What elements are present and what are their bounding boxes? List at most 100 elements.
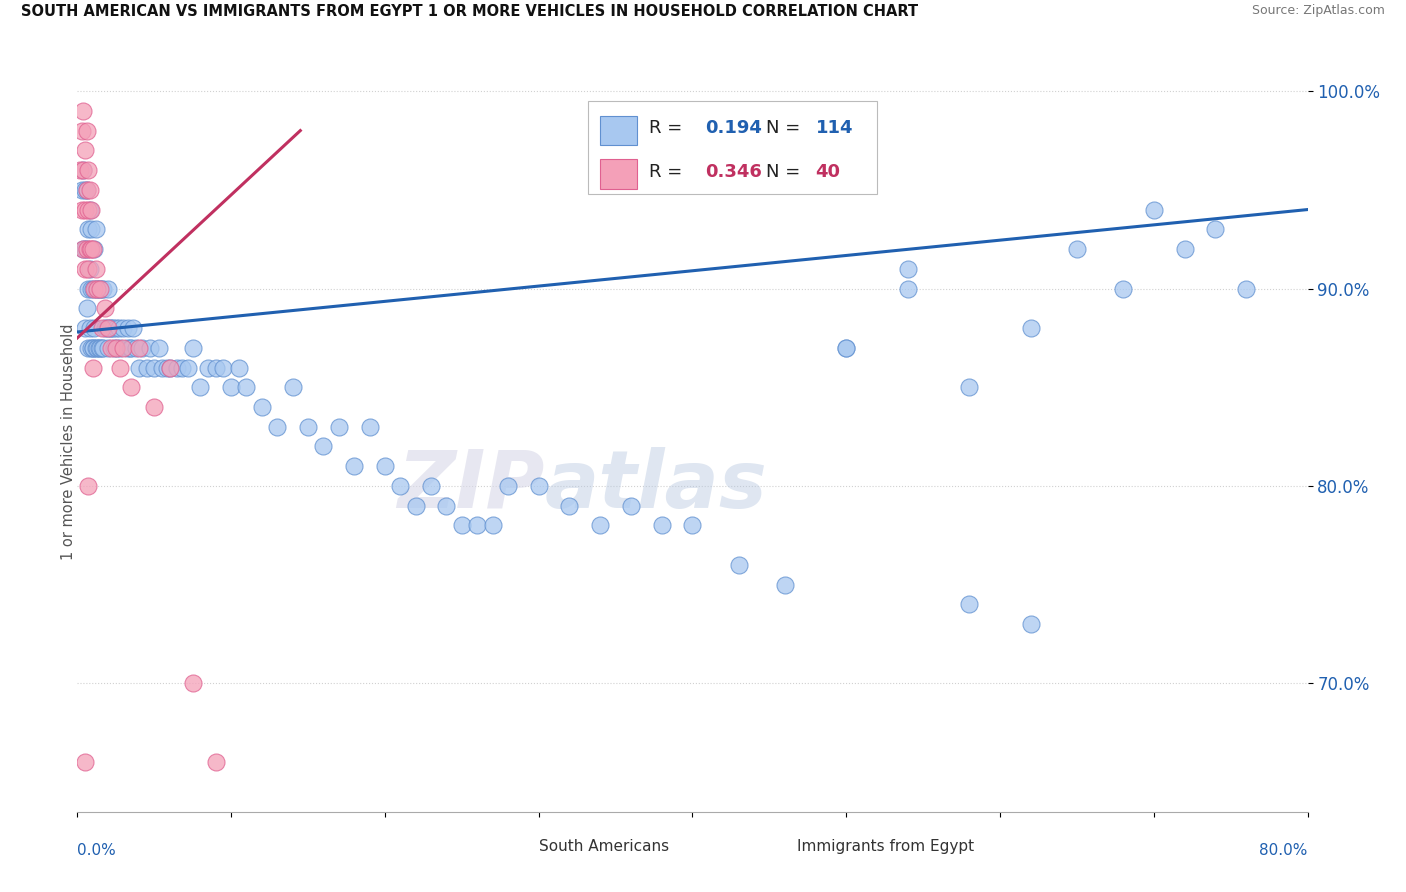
Point <box>150 360 173 375</box>
Point <box>957 598 980 612</box>
Point <box>465 518 488 533</box>
Bar <box>748 838 785 867</box>
Point <box>87 281 110 295</box>
Point <box>89 281 111 295</box>
FancyBboxPatch shape <box>588 101 877 194</box>
Point <box>228 360 250 375</box>
Point <box>77 261 100 276</box>
Point <box>89 281 111 295</box>
Point <box>1174 242 1197 256</box>
Point <box>496 479 519 493</box>
Point <box>159 360 181 375</box>
Point <box>281 380 304 394</box>
Point <box>212 360 235 375</box>
Point <box>120 341 142 355</box>
Point <box>128 360 150 375</box>
Point <box>620 499 643 513</box>
Point <box>79 261 101 276</box>
Point <box>94 321 117 335</box>
Point <box>1143 202 1166 217</box>
Point <box>82 341 104 355</box>
Point <box>117 321 139 335</box>
Point <box>155 360 177 375</box>
Point <box>84 281 107 295</box>
Point <box>651 518 673 533</box>
Point <box>93 341 115 355</box>
Point <box>100 341 122 355</box>
Point <box>328 419 350 434</box>
Point <box>84 261 107 276</box>
Point <box>125 341 148 355</box>
Point <box>96 321 118 335</box>
Point <box>235 380 257 394</box>
Point <box>121 321 143 335</box>
Point <box>143 360 166 375</box>
Point <box>120 380 142 394</box>
Point <box>135 360 157 375</box>
Point <box>82 242 104 256</box>
Point <box>101 321 124 335</box>
Point <box>80 222 103 236</box>
Point <box>266 419 288 434</box>
Text: 0.0%: 0.0% <box>77 843 117 858</box>
Point <box>76 242 98 256</box>
Point <box>170 360 193 375</box>
Point <box>100 321 122 335</box>
Point <box>86 281 108 295</box>
Point <box>181 341 204 355</box>
Point <box>436 499 458 513</box>
Point <box>103 341 125 355</box>
Point <box>527 479 550 493</box>
Point <box>79 183 101 197</box>
Point <box>83 281 105 295</box>
Point <box>297 419 319 434</box>
Point <box>76 242 98 256</box>
Point <box>374 459 396 474</box>
Point <box>72 163 94 178</box>
Point <box>1019 321 1042 335</box>
Point <box>166 360 188 375</box>
Point <box>73 202 96 217</box>
Point <box>73 756 96 770</box>
Point <box>87 341 110 355</box>
Point <box>73 261 96 276</box>
Point <box>72 242 94 256</box>
Point <box>682 518 704 533</box>
Point <box>118 341 141 355</box>
Point <box>1019 617 1042 632</box>
Point <box>84 341 107 355</box>
Point <box>77 479 100 493</box>
Point <box>73 321 96 335</box>
Point <box>204 756 226 770</box>
Point <box>108 321 131 335</box>
Point <box>72 103 94 118</box>
Point <box>86 281 108 295</box>
Point <box>405 499 427 513</box>
Text: South Americans: South Americans <box>538 839 669 855</box>
Point <box>73 144 96 158</box>
Text: Immigrants from Egypt: Immigrants from Egypt <box>797 839 974 855</box>
Point <box>481 518 503 533</box>
Point <box>79 202 101 217</box>
Point <box>76 301 98 316</box>
Point <box>97 281 120 295</box>
Point <box>181 676 204 690</box>
Point <box>188 380 212 394</box>
Point <box>82 281 104 295</box>
Point <box>835 341 858 355</box>
Point <box>359 419 381 434</box>
Point <box>897 281 920 295</box>
Point <box>957 380 980 394</box>
Point <box>80 281 103 295</box>
Point <box>77 341 100 355</box>
Point <box>1112 281 1135 295</box>
Point <box>79 321 101 335</box>
Point <box>1204 222 1226 236</box>
Text: ZIP: ZIP <box>398 447 546 525</box>
Point <box>94 301 117 316</box>
Text: 80.0%: 80.0% <box>1260 843 1308 858</box>
Text: N =: N = <box>766 120 800 137</box>
Point <box>343 459 366 474</box>
Point <box>727 558 749 572</box>
Point <box>250 400 273 414</box>
